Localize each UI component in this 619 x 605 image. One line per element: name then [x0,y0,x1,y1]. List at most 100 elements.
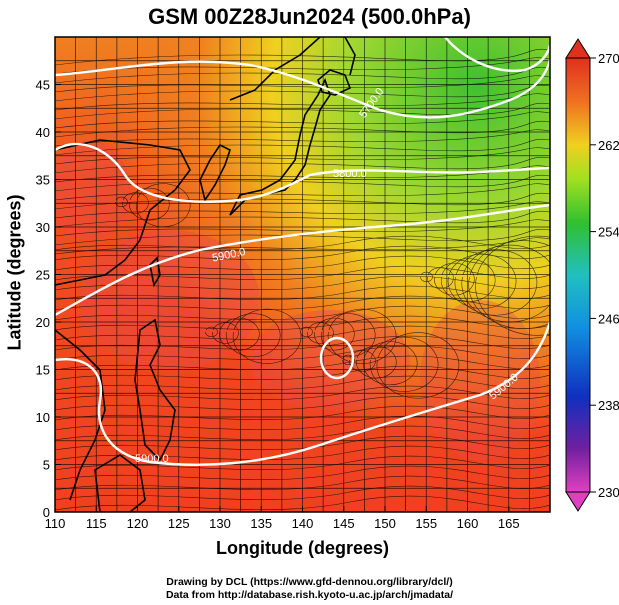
streamline [55,395,550,411]
y-tick-label: 35 [36,173,50,188]
y-tick-label: 30 [36,220,50,235]
streamline [55,219,550,237]
streamline [55,355,550,371]
streamline [55,415,550,431]
y-tick-label: 25 [36,268,50,283]
streamline [55,325,550,341]
coast-japan [229,77,331,216]
grid-lines [55,37,550,512]
warm-patch [55,140,130,240]
streamline [314,317,355,351]
streamline [55,237,550,255]
streamline [55,425,550,441]
streamline [55,84,550,102]
colorbar-tick-label: 238 [598,398,619,413]
coast-hokkaido [317,69,352,96]
streamline [349,350,376,372]
x-tick-label: 110 [45,516,66,531]
streamline [55,375,550,391]
map-title: GSM 00Z28Jun2024 (500.0hPa) [148,4,471,29]
colorbar-tick-label: 270 [598,51,619,66]
y-tick-label: 40 [36,125,50,140]
streamline [55,445,550,461]
colorbar: 270 262 254 246 238 230 [565,38,619,512]
streamline [55,174,550,192]
colorbar-tick-label: 246 [598,311,619,326]
warm-patch [250,310,410,410]
contour-5900-a [55,203,550,317]
streamline [55,111,550,129]
streamline [369,336,439,392]
coast-borneo [94,454,146,512]
y-tick-label: 10 [36,410,50,425]
x-tick-label: 165 [498,516,520,531]
contour-5700-north [444,37,550,72]
streamline [55,129,550,147]
streamline [55,192,550,210]
streamline [205,326,218,338]
y-tick-label: 5 [43,458,50,473]
x-tick-label: 150 [374,516,396,531]
streamline [55,210,550,228]
streamline [55,455,550,471]
streamline [55,102,550,120]
streamline [55,165,550,183]
contour-5700 [55,59,550,119]
streamline [320,313,376,358]
streamline [376,332,460,399]
streamline [55,228,550,246]
streamline [55,138,550,156]
y-axis: 0 5 10 15 20 25 30 35 40 45 [36,78,61,520]
streamline [307,322,334,344]
streamline [55,147,550,165]
x-axis: 110 115 120 125 130 135 140 145 150 155 160 165 [45,506,520,531]
colorbar-tick-label: 262 [598,138,619,153]
streamline [55,275,550,291]
streamline [300,326,313,338]
warm-patch [420,300,540,460]
x-tick-label: 130 [209,516,231,531]
coast-indochina [55,329,106,501]
streamline [55,57,550,75]
streamline [115,196,128,208]
streamline [447,253,517,309]
height-contours [55,37,550,466]
streamline [55,305,550,321]
streamline [362,341,418,386]
y-tick-label: 15 [36,363,50,378]
colorbar-bottom-cap [565,491,591,512]
contour-label: 5800.0 [333,168,367,180]
coast-china [55,139,191,286]
colorbar-tick-label: 254 [598,225,619,240]
coast-philippines [134,318,176,462]
streamline [55,405,550,421]
y-tick-label: 45 [36,78,50,93]
streamline [55,365,550,381]
streamline [55,475,550,491]
colorbar-top-cap [565,38,591,59]
coast-korea [199,143,231,202]
x-tick-label: 125 [168,516,190,531]
contour-5800 [55,142,550,203]
x-tick-label: 140 [292,516,314,531]
x-tick-label: 135 [250,516,272,531]
y-tick-label: 0 [43,505,50,520]
contour-5900-b [55,321,550,466]
streamline [225,313,281,358]
x-tick-label: 120 [127,516,149,531]
streamline [232,308,302,364]
x-tick-label: 155 [415,516,437,531]
streamline [468,240,550,329]
contour-label: 5900.0 [135,453,169,465]
streamline [55,265,550,281]
x-axis-label: Longitude (degrees) [215,538,389,558]
streamline [55,48,550,66]
streamline [327,308,397,364]
streamline [219,317,260,351]
colorbar-gradient [565,57,591,493]
streamline [122,192,149,214]
streamline [440,258,496,303]
streamline [212,322,239,344]
x-tick-label: 115 [86,516,107,531]
